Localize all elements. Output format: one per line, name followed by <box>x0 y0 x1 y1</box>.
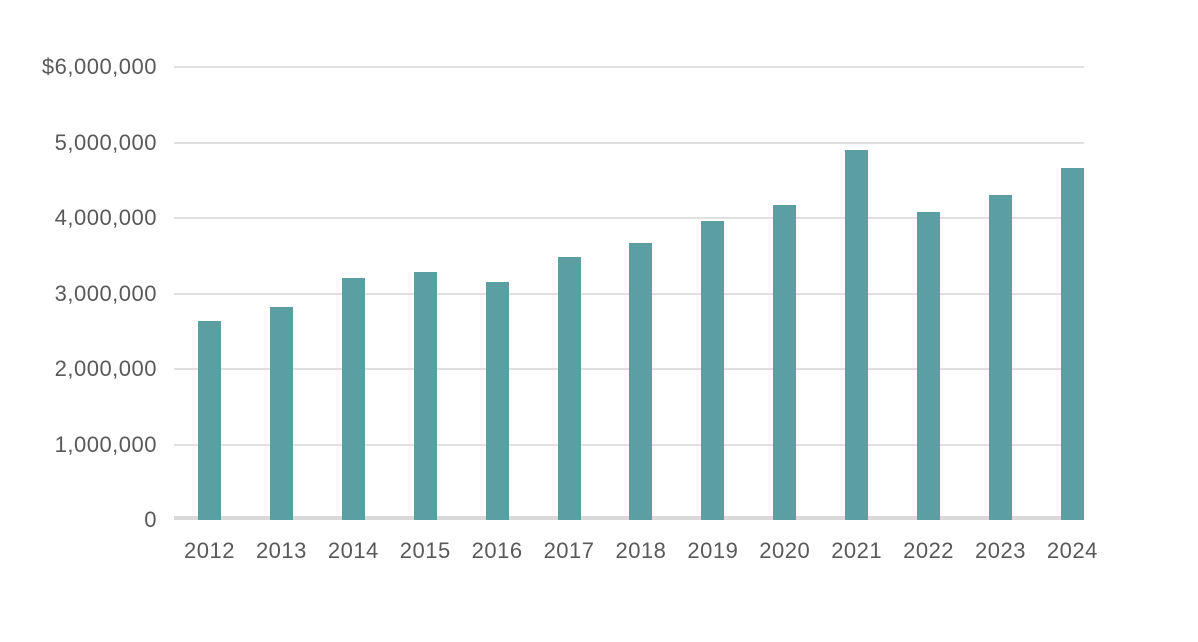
y-axis: $6,000,000 5,000,000 4,000,000 3,000,000 2,0… <box>0 0 157 642</box>
y-axis-tick-label: $6,000,000 <box>41 54 157 79</box>
gridline <box>174 66 1084 68</box>
y-axis-tick-label: 4,000,000 <box>54 205 157 230</box>
bar-2024 <box>1060 168 1084 520</box>
x-axis: 2012 2013 2014 2015 2016 2017 2018 2019 2020 2021… <box>184 538 1097 564</box>
y-axis-tick-label: 2,000,000 <box>54 356 157 381</box>
x-axis-tick: 2017 <box>544 538 594 564</box>
x-axis-tick: 2021 <box>831 538 881 564</box>
y-axis-tick-label: 0 <box>144 507 157 532</box>
x-axis-tick: 2015 <box>400 538 450 564</box>
bar-2018 <box>629 243 653 520</box>
bar-2023 <box>988 195 1012 520</box>
x-axis-tick: 2023 <box>975 538 1025 564</box>
x-axis-tick-label: 2021 <box>831 538 883 563</box>
bar-2013 <box>269 307 293 520</box>
gridline <box>174 141 1084 144</box>
gridline <box>174 368 1084 370</box>
x-axis-tick-label: 2019 <box>687 538 739 563</box>
x-axis-tick-label: 2022 <box>903 538 955 563</box>
x-axis-tick: 2014 <box>328 538 378 564</box>
y-axis-tick-label: 3,000,000 <box>54 280 157 306</box>
x-axis-tick-label: 2013 <box>255 538 307 563</box>
x-axis-tick-label: 2023 <box>975 538 1026 563</box>
bar-2020 <box>773 205 797 520</box>
x-axis-tick: 2019 <box>687 538 737 564</box>
x-axis-tick-label: 2018 <box>615 538 667 563</box>
x-axis-tick: 2024 <box>1047 538 1097 564</box>
bar-2021 <box>845 150 869 520</box>
bar-2015 <box>413 272 437 520</box>
x-axis-tick-label: 2020 <box>759 538 811 563</box>
gridline <box>174 443 1084 446</box>
x-axis-tick: 2012 <box>184 538 234 564</box>
y-axis-tick-label: 1,000,000 <box>54 431 157 457</box>
y-axis-tick-label: 5,000,000 <box>54 129 157 155</box>
bar-2017 <box>557 257 581 520</box>
x-axis-tick: 2013 <box>256 538 306 564</box>
bar-2016 <box>485 282 509 520</box>
x-axis-line <box>174 516 1084 520</box>
x-axis-tick-label: 2015 <box>399 538 451 563</box>
x-axis-tick: 2020 <box>759 538 809 564</box>
bar-2014 <box>341 278 365 520</box>
bars-layer <box>198 67 1084 520</box>
bar-2012 <box>198 321 221 520</box>
x-axis-tick-label: 2024 <box>1046 538 1098 563</box>
gridline <box>174 292 1084 295</box>
x-axis-tick: 2022 <box>903 538 953 564</box>
plot-area <box>174 66 1084 520</box>
bar-2022 <box>917 212 941 520</box>
x-axis-tick-label: 2012 <box>184 538 235 563</box>
x-axis-tick-label: 2014 <box>327 538 379 563</box>
x-axis-tick: 2018 <box>615 538 665 564</box>
x-axis-tick-label: 2016 <box>471 538 523 563</box>
bar-2019 <box>701 221 725 520</box>
x-axis-tick-label: 2017 <box>543 538 595 563</box>
x-axis-tick: 2016 <box>472 538 522 564</box>
gridline <box>174 217 1084 219</box>
